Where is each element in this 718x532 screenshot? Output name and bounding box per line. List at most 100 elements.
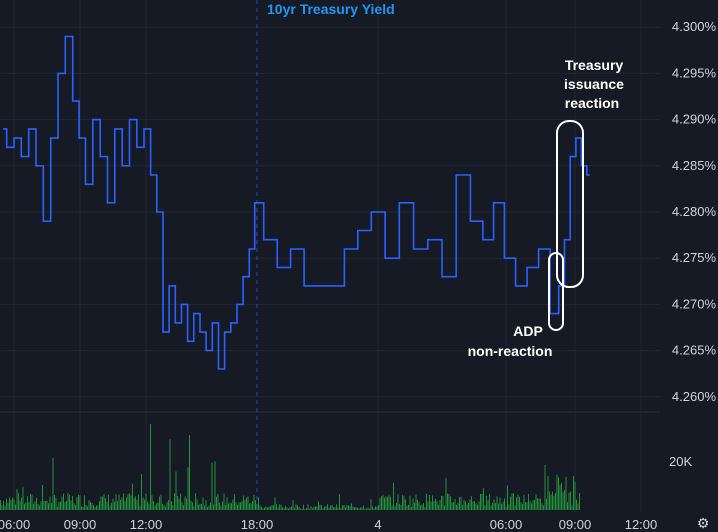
volume-bar xyxy=(109,506,111,510)
volume-bar xyxy=(568,492,570,510)
volume-bar xyxy=(186,498,187,510)
volume-bar xyxy=(498,503,499,510)
volume-bar xyxy=(10,500,12,510)
volume-bar xyxy=(414,502,415,510)
volume-bar xyxy=(12,497,13,510)
volume-bar xyxy=(439,499,441,510)
volume-bar xyxy=(523,494,525,510)
volume-bar xyxy=(112,498,114,510)
settings-gear-icon[interactable]: ⚙ xyxy=(696,515,710,531)
volume-bar xyxy=(100,496,102,510)
volume-bar xyxy=(36,497,37,510)
volume-bar xyxy=(255,500,256,510)
volume-bar xyxy=(54,495,55,510)
volume-bar xyxy=(579,493,580,510)
volume-bar xyxy=(261,506,262,510)
volume-bar xyxy=(507,485,508,510)
volume-bar xyxy=(72,495,73,510)
volume-bar xyxy=(22,486,24,510)
volume-bar xyxy=(549,491,550,510)
y-tick-label: 4.265% xyxy=(672,343,717,358)
volume-bar xyxy=(528,494,529,510)
volume-bar xyxy=(102,496,103,510)
volume-bar xyxy=(267,507,268,510)
volume-bar xyxy=(249,503,250,510)
volume-bar xyxy=(438,504,439,510)
volume-bar xyxy=(297,505,298,510)
volume-bar xyxy=(519,496,520,510)
volume-bar xyxy=(177,495,178,510)
annotation-treasury-line1: Treasury xyxy=(565,57,624,73)
grid xyxy=(0,0,660,512)
volume-bar xyxy=(252,501,253,510)
volume-bar xyxy=(118,494,120,510)
volume-bar xyxy=(180,493,181,510)
volume-bar xyxy=(262,508,264,510)
volume-bar xyxy=(150,424,151,510)
volume-bar xyxy=(337,507,339,510)
volume-bar xyxy=(300,508,301,510)
volume-bar xyxy=(27,496,28,510)
volume-bar xyxy=(378,505,379,510)
volume-bar xyxy=(246,497,247,510)
volume-bar xyxy=(67,493,69,510)
volume-bar xyxy=(244,499,246,510)
volume-bar xyxy=(46,500,48,510)
volume-bar xyxy=(93,505,94,510)
y-axis: 4.260% 4.265% 4.270% 4.275% 4.280% 4.285% 4.29… xyxy=(672,19,717,404)
volume-bar xyxy=(298,507,300,510)
volume-bar xyxy=(108,494,109,510)
volume-bar xyxy=(483,488,484,510)
volume-bar xyxy=(124,501,126,510)
volume-bars xyxy=(0,424,580,510)
volume-bar xyxy=(129,493,130,510)
volume-bar xyxy=(163,505,165,510)
volume-bar xyxy=(49,496,51,510)
volume-bar xyxy=(138,494,139,510)
volume-bar xyxy=(21,497,22,510)
yield-line xyxy=(3,35,590,370)
x-tick-label: 09:00 xyxy=(559,517,592,532)
volume-bar xyxy=(370,499,372,510)
volume-bar xyxy=(454,499,456,510)
volume-bar xyxy=(127,494,129,510)
volume-bar xyxy=(567,502,568,510)
volume-bar xyxy=(232,499,234,510)
volume-bar xyxy=(273,505,274,510)
volume-bar xyxy=(445,477,447,510)
y-tick-label: 4.260% xyxy=(672,389,717,404)
volume-bar xyxy=(283,508,285,510)
volume-bar xyxy=(381,496,382,510)
volume-bar xyxy=(382,494,384,510)
annotation-treasury-line2: issuance xyxy=(564,76,624,92)
volume-bar xyxy=(43,500,45,510)
volume-bar xyxy=(457,502,459,510)
volume-bar xyxy=(175,471,177,510)
volume-bar xyxy=(306,508,307,510)
volume-bar xyxy=(145,493,147,510)
volume-bar xyxy=(277,507,279,510)
volume-bar xyxy=(271,505,273,510)
volume-bar xyxy=(207,506,208,510)
volume-bar xyxy=(315,506,316,510)
annotation-adp-line2: non-reaction xyxy=(468,343,553,359)
volume-bar xyxy=(123,493,124,510)
volume-bar xyxy=(556,474,558,510)
volume-bar xyxy=(432,495,433,510)
volume-bar xyxy=(276,504,277,510)
volume-bar xyxy=(516,497,517,510)
volume-bar xyxy=(97,505,99,510)
volume-bar xyxy=(144,499,145,510)
volume-bar xyxy=(121,497,123,510)
volume-bar xyxy=(339,494,340,510)
volume-bar xyxy=(136,500,138,510)
volume-bar xyxy=(169,439,171,510)
volume-bar xyxy=(562,492,564,510)
volume-bar xyxy=(525,502,526,510)
volume-bar xyxy=(450,496,451,510)
volume-bar xyxy=(393,482,394,510)
volume-bar xyxy=(166,502,168,510)
volume-bar xyxy=(174,493,175,510)
volume-bar xyxy=(501,503,502,510)
annotation-adp-line1: ADP xyxy=(513,323,543,339)
